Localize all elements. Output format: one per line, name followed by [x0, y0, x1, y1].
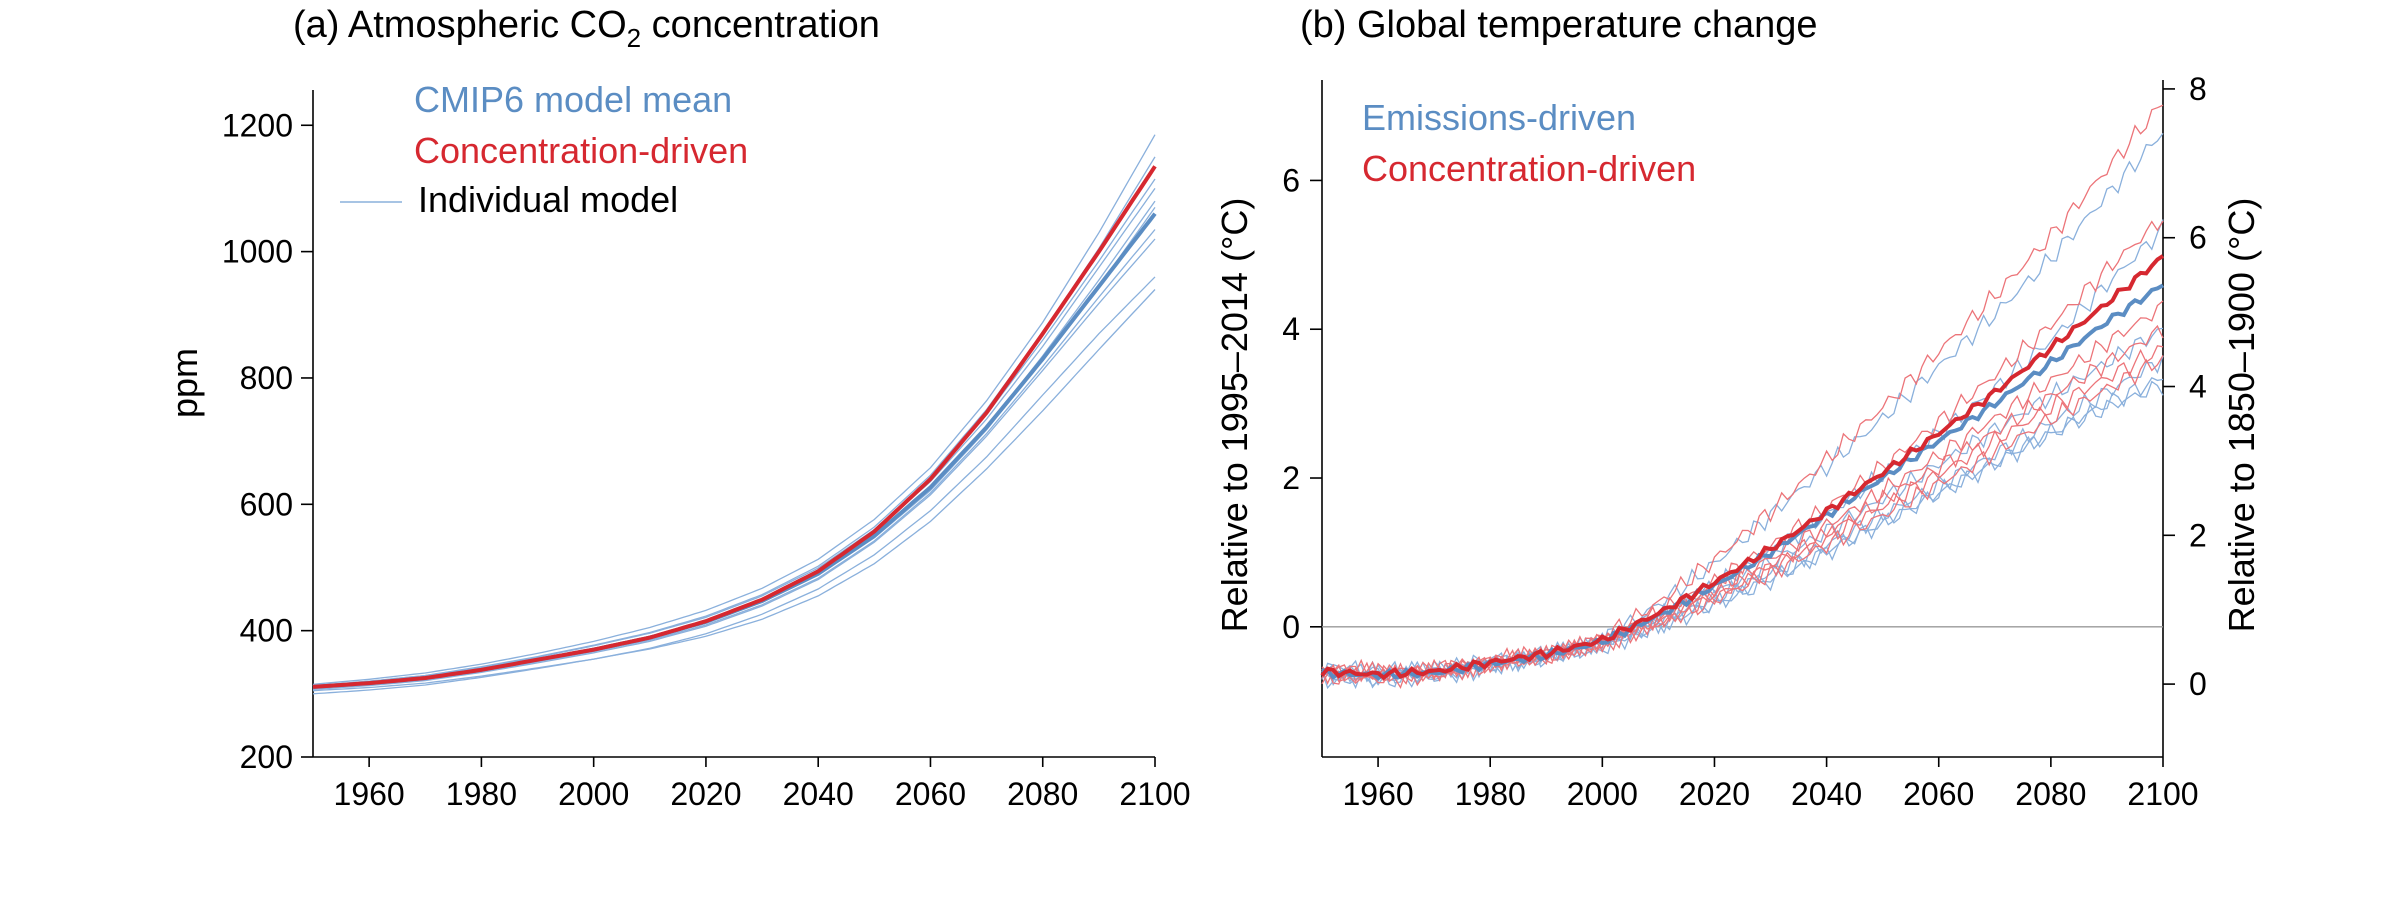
legend-individual-model: Individual model — [418, 179, 678, 220]
panel-b-title: (b) Global temperature change — [1300, 4, 1818, 46]
panel-a-axes: 200 400 600 800 1000 1200 1960 1980 2000 2020 2040… — [222, 90, 1191, 812]
panel-b-ytick-label-right: 6 — [2189, 220, 2207, 256]
individual-model-line — [312, 289, 1156, 692]
individual-model-line-concentration — [1321, 220, 2164, 681]
individual-model-line — [312, 134, 1156, 686]
individual-model-line-emissions — [1321, 219, 2164, 680]
panel-global-temperature: (b) Global temperature change Relative t… — [1214, 4, 2262, 812]
panel-a-xtick-label: 2060 — [895, 776, 966, 812]
panel-a-legend: CMIP6 model mean Concentration-driven In… — [340, 79, 748, 220]
panel-a-title: (a) Atmospheric CO2 concentration — [293, 4, 880, 53]
individual-model-line-emissions — [1321, 380, 2164, 690]
individual-model-line — [312, 238, 1156, 691]
legend-concentration-driven: Concentration-driven — [414, 130, 748, 171]
panel-b-ytick-label-right: 4 — [2189, 369, 2207, 405]
emissions-driven-mean-line — [1321, 283, 2164, 681]
individual-model-line-concentration — [1321, 345, 2164, 685]
panel-a-xtick-label: 2100 — [1119, 776, 1190, 812]
panel-b-legend: Emissions-driven Concentration-driven — [1362, 97, 1696, 189]
panel-a-ytick-label: 600 — [240, 486, 293, 522]
legend-concentration-driven-b: Concentration-driven — [1362, 148, 1696, 189]
panel-b-xtick-label: 2080 — [2015, 776, 2086, 812]
panel-b-ytick-label-left: 0 — [1282, 609, 1300, 645]
panel-b-xtick-label: 2100 — [2127, 776, 2198, 812]
panel-b-mean-lines — [1320, 254, 2165, 681]
individual-model-line-emissions — [1321, 133, 2164, 690]
individual-model-line-concentration — [1321, 355, 2164, 685]
panel-b-xtick-label: 2020 — [1679, 776, 1750, 812]
panel-b-ytick-label-left: 2 — [1282, 460, 1300, 496]
panel-b-ytick-label-left: 6 — [1282, 162, 1300, 198]
panel-a-ytick-label: 200 — [240, 739, 293, 775]
panel-a-xtick-label: 2080 — [1007, 776, 1078, 812]
panel-a-mean-lines — [312, 165, 1157, 689]
panel-a-xtick-label: 2020 — [670, 776, 741, 812]
panel-b-xtick-label: 1960 — [1342, 776, 1413, 812]
panel-b-ylabel-right: Relative to 1850–1900 (°C) — [2221, 198, 2262, 633]
panel-b-xtick-label: 1980 — [1455, 776, 1526, 812]
panel-a-xtick-label: 2040 — [783, 776, 854, 812]
individual-model-line-concentration — [1321, 324, 2164, 683]
panel-b-individual-models — [1321, 104, 2164, 690]
panel-b-xtick-label: 2040 — [1791, 776, 1862, 812]
legend-emissions-driven: Emissions-driven — [1362, 97, 1636, 138]
individual-model-line — [312, 229, 1156, 690]
panel-b-ylabel-left: Relative to 1995–2014 (°C) — [1214, 198, 1255, 633]
panel-b-ytick-label-right: 0 — [2189, 666, 2207, 702]
concentration-driven-line — [312, 165, 1157, 689]
concentration-driven-mean-line — [1320, 254, 2165, 681]
panel-b-ytick-label-right: 2 — [2189, 517, 2207, 553]
legend-cmip6-model-mean: CMIP6 model mean — [414, 79, 732, 120]
individual-model-line-emissions — [1321, 355, 2164, 684]
panel-a-xtick-label: 2000 — [558, 776, 629, 812]
panel-b-xtick-label: 2060 — [1903, 776, 1974, 812]
panel-a-xtick-label: 1960 — [334, 776, 405, 812]
panel-co2-concentration: (a) Atmospheric CO2 concentration ppm 20… — [164, 4, 1191, 812]
panel-b-ytick-label-left: 4 — [1282, 311, 1300, 347]
individual-model-line — [312, 276, 1156, 695]
panel-a-xtick-label: 1980 — [446, 776, 517, 812]
individual-model-line-concentration — [1321, 104, 2164, 690]
panel-b-axes: 0 2 4 6 0 2 4 6 8 1960 1980 2000 2020 2040 2060 2080 210… — [1282, 71, 2207, 812]
panel-a-ytick-label: 400 — [240, 613, 293, 649]
panel-a-ytick-label: 1200 — [222, 107, 293, 143]
panel-a-ylabel: ppm — [164, 348, 205, 418]
panel-b-ytick-label-right: 8 — [2189, 71, 2207, 107]
panel-b-xtick-label: 2000 — [1567, 776, 1638, 812]
panel-a-ytick-label: 800 — [240, 360, 293, 396]
panel-a-ytick-label: 1000 — [222, 234, 293, 270]
